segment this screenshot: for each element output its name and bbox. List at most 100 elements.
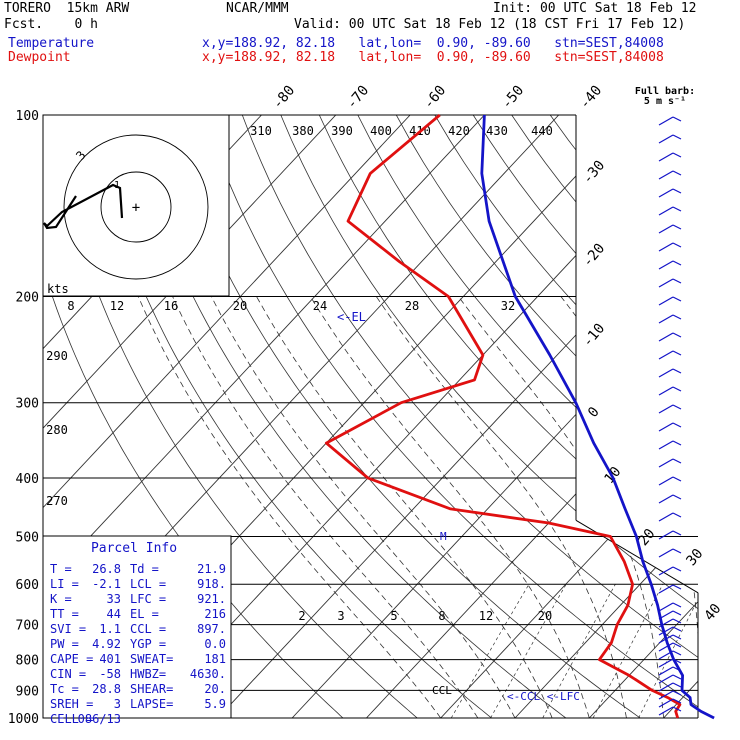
isotherm [366, 115, 698, 718]
kts-label: kts [47, 282, 69, 296]
isotherm-label: 0 [585, 404, 603, 421]
model-label: TORERO 15km ARW [4, 1, 130, 16]
pressure-tick-label: 300 [16, 397, 39, 412]
theta-label: 420 [448, 124, 470, 138]
wind-barb [658, 116, 674, 126]
wind-barb [658, 260, 674, 270]
pressure-tick-label: 600 [16, 578, 39, 593]
wind-barb-flag [672, 512, 682, 518]
wind-barb [658, 706, 674, 716]
lcl-lfc-label: <-CCL <-LFC [507, 690, 580, 703]
moist-adiabat [679, 296, 698, 718]
parcel-field-name: K = [50, 592, 72, 606]
wind-barb-flag [672, 602, 682, 608]
parcel-field-name: SWEAT= [130, 652, 173, 666]
parcel-field-value: 1.1 [99, 622, 121, 636]
dewpoint-legend: Dewpoint [8, 50, 71, 65]
wind-barb [658, 530, 674, 540]
el-label: <-EL [337, 310, 366, 324]
dewpoint-location: x,y=188.92, 82.18 lat,lon= 0.90, -89.60 … [202, 50, 664, 65]
wind-barb [658, 698, 674, 708]
dry-adiabat [626, 115, 698, 718]
wind-barb [658, 610, 674, 620]
pressure-tick-label: 500 [16, 530, 39, 545]
wind-barb-flag [672, 170, 682, 176]
parcel-field-value: 5.9 [204, 697, 226, 711]
wind-barb-flag [672, 618, 682, 624]
mixing-ratio-line [638, 584, 698, 718]
theta-label: 310 [250, 124, 272, 138]
wind-barb [658, 494, 674, 504]
dry-adiabat [588, 115, 698, 718]
isotherm-label: -80 [270, 83, 299, 113]
parcel-field-name: EL = [130, 607, 159, 621]
parcel-field-name: SHEAR= [130, 682, 173, 696]
wind-barb [658, 618, 674, 628]
wind-barb-flag [672, 314, 682, 320]
wind-barb [658, 690, 674, 700]
wind-barb [658, 566, 674, 576]
wind-barb-flag [672, 134, 682, 140]
wind-barb-flag [672, 494, 682, 500]
wind-barb [658, 188, 674, 198]
parcel-field-value: 0.0 [204, 637, 226, 651]
dry-adiabat [665, 115, 698, 718]
wind-barb-flag [672, 422, 682, 428]
parcel-info-box [42, 535, 232, 719]
wind-barb [658, 386, 674, 396]
speed-ring-label: 32 [501, 299, 515, 313]
barb-legend-title: Full barb: [635, 86, 695, 97]
parcel-field-name: YGP = [130, 637, 166, 651]
wind-barbs [658, 116, 682, 716]
parcel-field-name: CELL = [50, 712, 93, 726]
pressure-tick-label: 1000 [8, 712, 39, 727]
wind-barb-flag [672, 350, 682, 356]
wind-barb-flag [672, 610, 682, 616]
wind-barb-flag [672, 706, 682, 712]
temperature-line [480, 114, 715, 720]
wind-barb [658, 634, 674, 644]
mixing-ratio-line [699, 584, 740, 718]
parcel-field-value: 181 [204, 652, 226, 666]
parcel-marker: M [440, 530, 447, 543]
valid-time-label: Valid: 00 UTC Sat 18 Feb 12 (18 CST Fri … [294, 17, 686, 32]
parcel-field-value: -58 [99, 667, 121, 681]
parcel-field-name: T = [50, 562, 72, 576]
wind-barb-flag [672, 642, 682, 648]
theta-label: 440 [531, 124, 553, 138]
wind-barb-flag [672, 698, 682, 704]
parcel-field-name: Td = [130, 562, 159, 576]
parcel-field-value: 4.92 [92, 637, 121, 651]
parcel-field-value: 21.9 [197, 562, 226, 576]
isotherm-label: -10 [580, 321, 609, 351]
wind-barb [658, 458, 674, 468]
hodograph-ring [63, 134, 209, 280]
wind-barb [658, 440, 674, 450]
wind-barb-flag [672, 296, 682, 302]
wind-barb-flag [672, 458, 682, 464]
isotherm-label: -60 [421, 83, 450, 113]
temperature-location: x,y=188.92, 82.18 lat,lon= 0.90, -89.60 … [202, 36, 664, 51]
mixing-ratio-label: 5 [390, 609, 397, 623]
wind-barb [658, 170, 674, 180]
ccl-marker-label: CCL [432, 684, 452, 697]
isotherm [43, 115, 485, 718]
pressure-tick-label: 700 [16, 619, 39, 634]
hodograph-ring [100, 171, 172, 243]
parcel-field-name: CCL = [130, 622, 166, 636]
pressure-tick-label: 900 [16, 684, 39, 699]
wind-barb-flag [672, 674, 682, 680]
wind-barb-flag [672, 278, 682, 284]
dry-adiabat [511, 115, 698, 718]
wind-barb-flag [672, 658, 682, 664]
wind-barb-flag [672, 666, 682, 672]
parcel-field-name: HWBZ= [130, 667, 166, 681]
wind-barb-flag [672, 188, 682, 194]
moist-adiabat [256, 296, 553, 718]
theta-label: 430 [486, 124, 508, 138]
wind-barb-flag [672, 440, 682, 446]
wind-barb [658, 626, 674, 636]
parcel-field-value: 086/13 [78, 712, 121, 726]
pressure-tick-label: 800 [16, 654, 39, 669]
parcel-field-value: 401 [99, 652, 121, 666]
